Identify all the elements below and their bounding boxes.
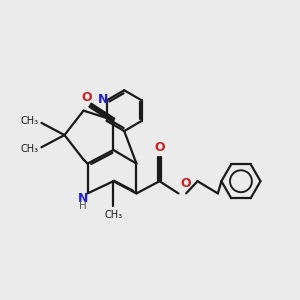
Text: N: N [77, 192, 88, 206]
Text: CH₃: CH₃ [20, 144, 38, 154]
Text: CH₃: CH₃ [20, 116, 38, 127]
Text: O: O [181, 177, 191, 190]
Text: N: N [98, 93, 109, 106]
Text: O: O [154, 141, 165, 154]
Text: CH₃: CH₃ [104, 210, 122, 220]
Text: H: H [79, 201, 87, 211]
Text: O: O [81, 91, 92, 104]
